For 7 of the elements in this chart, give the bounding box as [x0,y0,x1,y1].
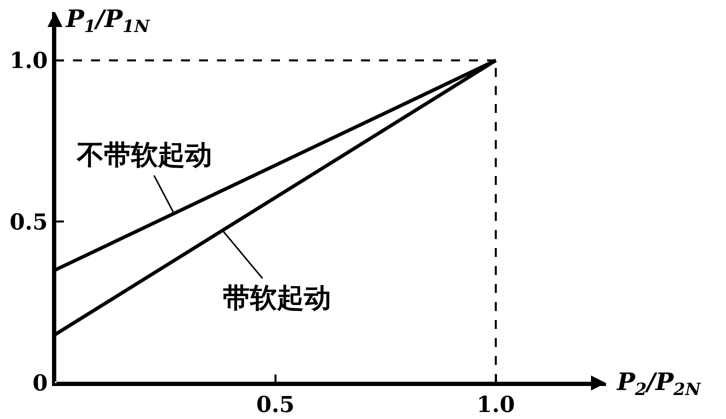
y-axis-title: P$_{1}$/P$_{1N}$ [65,4,150,36]
y-tick-label: 0.5 [10,209,48,236]
x-axis-title: P$_{2}$/P$_{2N}$ [616,367,702,400]
y-tick-label: 1.0 [10,48,48,74]
y-tick-label: 0 [32,370,48,397]
series-label: 不带软起动 [77,140,212,171]
series-label: 带软起动 [223,283,331,314]
